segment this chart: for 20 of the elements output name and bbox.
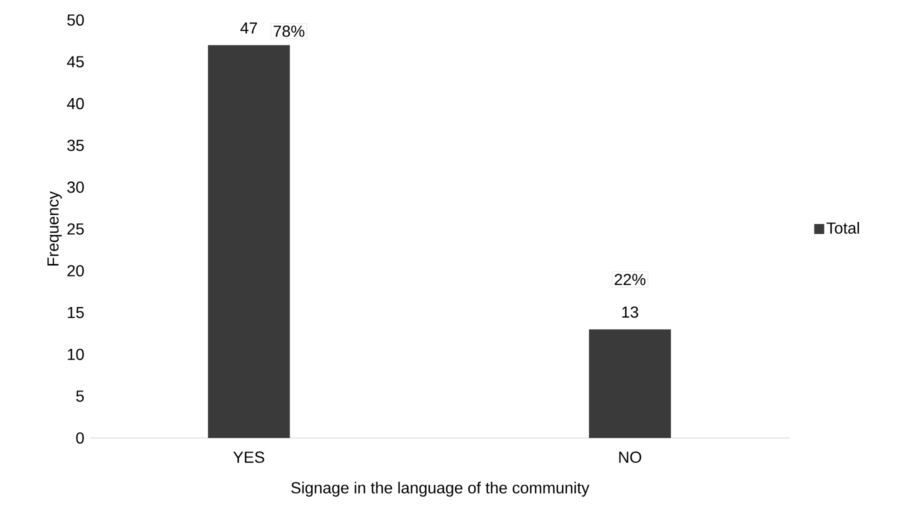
y-axis-title: Frequency (47, 191, 62, 266)
y-tick-label: 35 (67, 140, 84, 152)
legend-label: Total (826, 222, 859, 234)
data-label: 13 (622, 306, 638, 318)
y-tick-label: 10 (68, 348, 84, 360)
data-label: 47 (240, 22, 257, 34)
annotation: 78% (274, 26, 304, 37)
y-tick-label: 25 (67, 223, 84, 235)
y-tick-label: 30 (67, 182, 84, 193)
y-tick-label: 40 (67, 98, 84, 110)
y-tick-label: 5 (76, 390, 84, 402)
x-axis-title: Signage in the language of the community (291, 482, 590, 497)
x-tick-label: NO (619, 452, 642, 463)
x-tick-label: YES (233, 452, 264, 463)
y-tick-label: 45 (67, 56, 84, 68)
y-tick-label: 0 (76, 432, 84, 444)
y-tick-label: 15 (68, 307, 84, 318)
y-tick-label: 50 (67, 14, 84, 26)
annotation: 22% (614, 274, 646, 286)
y-tick-label: 20 (67, 265, 84, 276)
